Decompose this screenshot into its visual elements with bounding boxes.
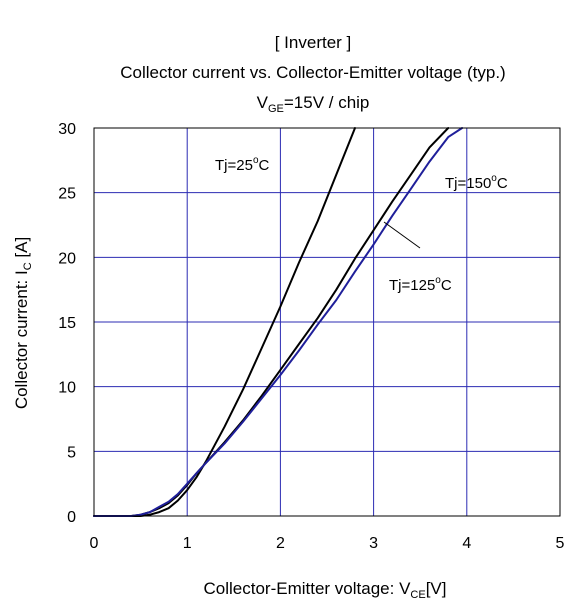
data-curves <box>93 127 464 517</box>
subtitle-rest: =15V / chip <box>284 93 370 112</box>
ylabel-rest: [A] <box>12 237 31 263</box>
y-tick-label: 0 <box>67 509 76 526</box>
subtitle-main: V <box>257 93 269 112</box>
y-tick-label: 25 <box>58 186 76 203</box>
y-tick-label: 30 <box>58 121 76 138</box>
annotation-tj150: Tj=150oC <box>445 173 508 192</box>
grid-lines <box>94 128 560 516</box>
ylabel-main: Collector current: I <box>12 270 31 409</box>
xlabel-rest: [V] <box>426 579 447 598</box>
y-tick-label: 20 <box>58 250 76 267</box>
y-tick-label: 10 <box>58 380 76 397</box>
y-tick-label: 5 <box>67 444 76 461</box>
annotation-leader-line <box>383 221 421 249</box>
y-tick-label: 15 <box>58 315 76 332</box>
ylabel-sub: C <box>22 262 34 270</box>
x-tick-label: 4 <box>462 535 471 552</box>
subtitle-sub: GE <box>268 103 284 115</box>
tick-labels: 0 1 2 3 4 5 0 5 10 15 20 25 30 <box>58 121 564 552</box>
chart-title-line-1: [ Inverter ] <box>275 33 352 52</box>
x-tick-label: 2 <box>276 535 285 552</box>
x-tick-label: 3 <box>369 535 378 552</box>
chart-subtitle: VGE=15V / chip <box>257 93 370 115</box>
y-axis-label: Collector current: IC [A] <box>12 237 34 409</box>
xlabel-sub: CE <box>410 589 425 601</box>
xlabel-main: Collector-Emitter voltage: V <box>204 579 412 598</box>
curve-tj150 <box>93 127 464 517</box>
plot-frame <box>93 127 561 517</box>
chart-title-line-2: Collector current vs. Collector-Emitter … <box>120 63 505 82</box>
annotation-tj125: Tj=125oC <box>389 275 452 294</box>
x-tick-label: 0 <box>90 535 99 552</box>
x-tick-label: 1 <box>183 535 192 552</box>
x-tick-label: 5 <box>556 535 565 552</box>
annotation-tj25: Tj=25oC <box>215 155 270 174</box>
x-axis-label: Collector-Emitter voltage: VCE[V] <box>204 579 447 601</box>
